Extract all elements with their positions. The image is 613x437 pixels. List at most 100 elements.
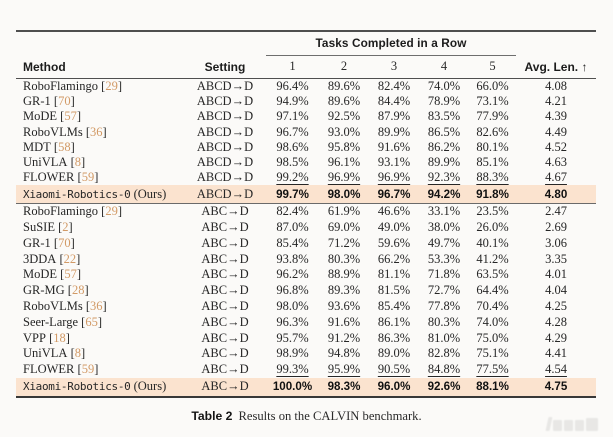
task-success-value: 98.9% [276, 346, 309, 361]
task-success-value: 85.4% [276, 235, 309, 250]
citation-ref[interactable]: 18 [53, 330, 66, 345]
task-success-value: 93.0% [327, 124, 361, 139]
task-success-value: 74.0% [476, 314, 509, 329]
task-success-value: 71.2% [327, 235, 361, 250]
setting-value: ABCD→D [196, 109, 254, 124]
table-row: SuSIE [2] ABC→D 87.0% 69.0% 49.0% 38.0% 26.0% 2… [16, 220, 596, 236]
table-row: Seer-Large [65] ABC→D 96.3% 91.6% 86.1% 80.3%… [16, 314, 596, 330]
task-success-value: 99.3% [276, 362, 309, 377]
citation-ref[interactable]: 36 [90, 299, 103, 314]
citation-ref[interactable]: 29 [105, 204, 118, 219]
task-success-value: 72.7% [427, 283, 461, 298]
section-abc-to-d: RoboFlamingo [29] ABC→D 82.4% 61.9% 46.6% 33.… [16, 204, 596, 396]
task-success-value: 95.8% [327, 139, 361, 154]
task-success-value: 98.0% [327, 187, 361, 201]
group-header-row: Tasks Completed in a Row [16, 32, 596, 56]
column-header-row: Method Setting 1 2 3 4 5 Avg. Len. ↑ [16, 55, 596, 78]
setting-value: ABC→D [201, 362, 249, 377]
task-success-value: 92.3% [427, 170, 461, 185]
avg-len-value: 4.04 [545, 283, 567, 298]
task-success-value: 96.3% [276, 314, 309, 329]
task-success-value: 81.0% [427, 330, 461, 345]
avg-len-value: 4.52 [545, 139, 567, 154]
setting-value: ABC→D [201, 346, 249, 361]
task-success-value: 75.1% [476, 346, 509, 361]
table-row: MoDE [57] ABC→D 96.2% 88.9% 81.1% 71.8% 63.5% 4… [16, 267, 596, 283]
avg-len-value: 2.69 [545, 220, 567, 235]
method-name: FLOWER [59] [23, 170, 99, 185]
task-success-value: 69.0% [327, 220, 361, 235]
task-success-value: 61.9% [327, 204, 361, 219]
citation-ref[interactable]: 59 [81, 362, 95, 377]
citation-ref[interactable]: 28 [71, 283, 85, 298]
citation-ref[interactable]: 58 [58, 139, 71, 154]
task-success-value: 92.6% [427, 380, 461, 394]
avg-len-value: 4.29 [545, 330, 567, 345]
setting-value: ABCD→D [196, 186, 254, 201]
avg-len-value: 3.35 [545, 251, 567, 266]
citation-ref[interactable]: 65 [85, 314, 98, 329]
task-success-value: 26.0% [476, 220, 509, 235]
task-success-value: 99.7% [276, 187, 309, 201]
task-success-value: 84.4% [377, 94, 411, 109]
tasks-completed-group-header: Tasks Completed in a Row [266, 32, 516, 56]
setting-value: ABC→D [201, 283, 249, 298]
task-success-value: 96.9% [377, 170, 411, 185]
citation-ref[interactable]: 57 [64, 109, 77, 124]
setting-value: ABC→D [201, 204, 249, 219]
citation-ref[interactable]: 8 [74, 155, 81, 170]
method-name: GR-1 [70] [23, 94, 75, 109]
table-row: MDT [58] ABCD→D 98.6% 95.8% 91.6% 86.2% 80.1% 4… [16, 140, 596, 155]
avg-len-value: 3.06 [545, 235, 567, 250]
task-success-value: 46.6% [377, 204, 411, 219]
task-success-value: 92.5% [327, 109, 361, 124]
task-success-value: 88.3% [476, 170, 509, 185]
watermark [545, 409, 605, 431]
table-row: GR-MG [28] ABC→D 96.8% 89.3% 81.5% 72.7% 64.4%… [16, 283, 596, 299]
task-success-value: 97.1% [276, 109, 309, 124]
method-column-header: Method [23, 59, 66, 74]
citation-ref[interactable]: 29 [105, 79, 118, 94]
task-success-value: 49.0% [377, 220, 411, 235]
method-name: SuSIE [2] [23, 220, 73, 235]
ours-suffix: (Ours) [130, 379, 167, 394]
task-success-value: 96.7% [377, 187, 411, 201]
avg-len-value: 4.28 [545, 314, 567, 329]
task-success-value: 53.3% [427, 251, 461, 266]
task-success-value: 84.8% [427, 362, 461, 377]
table-row: RoboVLMs [36] ABCD→D 96.7% 93.0% 89.9% 86.5% 8… [16, 125, 596, 140]
method-name: MoDE [57] [23, 267, 81, 282]
task-success-value: 80.3% [427, 314, 461, 329]
avg-len-value: 4.21 [545, 94, 567, 109]
task-success-value: 33.1% [427, 204, 461, 219]
task-success-value: 95.9% [327, 362, 361, 377]
task-success-value: 89.0% [377, 346, 411, 361]
citation-ref[interactable]: 22 [63, 251, 77, 266]
citation-ref[interactable]: 2 [62, 220, 69, 235]
citation-ref[interactable]: 70 [58, 94, 71, 109]
task-success-value: 82.6% [476, 124, 509, 139]
task-success-value: 66.2% [377, 251, 411, 266]
setting-value: ABC→D [201, 314, 249, 329]
table-row: VPP [18] ABC→D 95.7% 91.2% 86.3% 81.0% 75.0% 4.… [16, 330, 596, 346]
citation-ref[interactable]: 57 [64, 267, 77, 282]
task-success-value: 89.3% [327, 283, 361, 298]
method-name: UniVLA [8] [23, 346, 86, 361]
citation-ref[interactable]: 36 [90, 124, 103, 139]
caption-label: Table 2 [191, 409, 233, 423]
citation-ref[interactable]: 59 [81, 170, 95, 185]
avg-len-value: 4.39 [545, 109, 567, 124]
task-success-value: 89.6% [327, 79, 361, 94]
task-success-value: 80.1% [476, 139, 509, 154]
task-success-value: 71.8% [427, 267, 461, 282]
task-success-value: 88.9% [327, 267, 361, 282]
table-row: 3DDA [22] ABC→D 93.8% 80.3% 66.2% 53.3% 41.2% 3… [16, 251, 596, 267]
table-row: FLOWER [59] ABCD→D 99.2% 96.9% 96.9% 92.3% 88.… [16, 170, 596, 185]
method-name: RoboVLMs [36] [23, 299, 107, 314]
avg-len-value: 4.25 [545, 299, 567, 314]
citation-ref[interactable]: 70 [58, 235, 71, 250]
method-name: FLOWER [59] [23, 362, 99, 377]
table-row: FLOWER [59] ABC→D 99.3% 95.9% 90.5% 84.8% 77.5… [16, 362, 596, 378]
task-success-value: 63.5% [476, 267, 509, 282]
citation-ref[interactable]: 8 [74, 346, 81, 361]
